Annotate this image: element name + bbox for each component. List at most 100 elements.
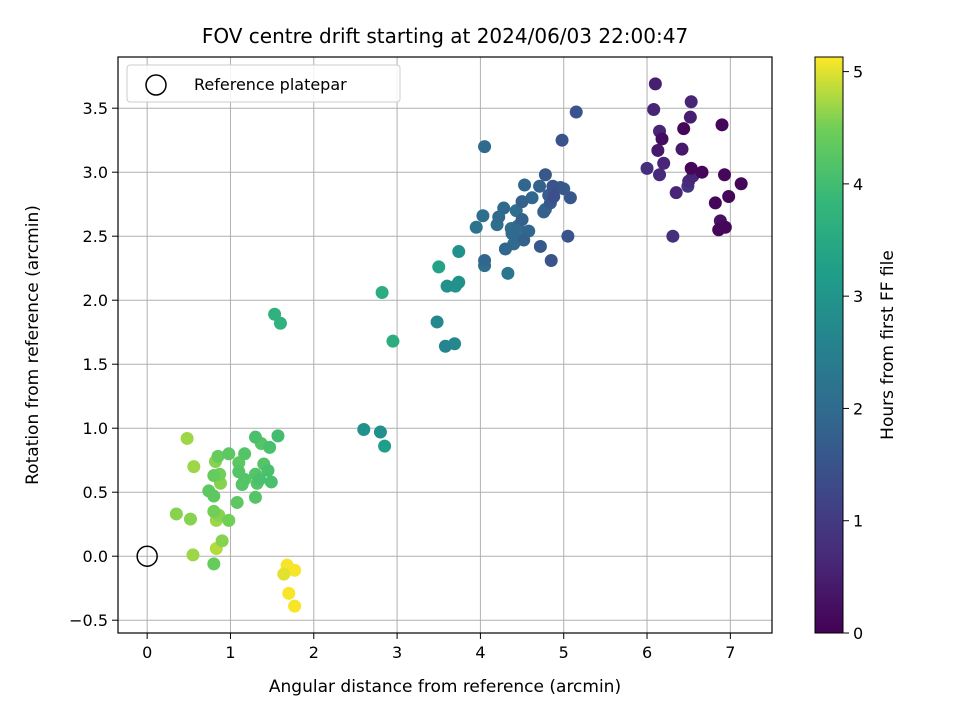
x-axis-label: Angular distance from reference (arcmin)	[269, 677, 621, 697]
data-point	[537, 205, 551, 219]
data-point	[734, 177, 748, 191]
data-point	[546, 179, 560, 193]
y-axis-label: Rotation from reference (arcmin)	[23, 205, 43, 485]
data-point	[440, 279, 454, 293]
data-point	[501, 266, 515, 280]
colorbar: 0 1 2 3 4 5 Hours from first FF file	[814, 56, 898, 643]
data-point	[248, 430, 262, 444]
plot-frame	[117, 56, 773, 634]
data-point	[288, 563, 302, 577]
data-points	[136, 77, 748, 613]
data-point	[169, 507, 183, 521]
data-point	[375, 286, 389, 300]
x-tick-label: 2	[309, 643, 319, 662]
data-point	[253, 472, 267, 486]
colorbar-tick-label: 4	[853, 175, 863, 194]
data-point	[666, 229, 680, 243]
data-point	[222, 513, 236, 527]
data-point	[517, 233, 531, 247]
y-tick-label: −0.5	[69, 611, 108, 630]
y-tick-label: 3.5	[83, 99, 108, 118]
data-point	[525, 191, 539, 205]
data-point	[722, 190, 736, 204]
data-point	[651, 143, 665, 157]
data-point	[708, 196, 722, 210]
data-point	[288, 599, 302, 613]
y-tick-label: 1.5	[83, 355, 108, 374]
data-point	[386, 334, 400, 348]
colorbar-tick-label: 5	[853, 63, 863, 82]
legend-label: Reference platepar	[194, 75, 347, 94]
data-point	[277, 567, 291, 581]
data-point	[261, 463, 275, 477]
x-tick-label: 5	[559, 643, 569, 662]
data-point	[207, 504, 221, 518]
data-point	[271, 429, 285, 443]
data-point	[230, 495, 244, 509]
data-point	[207, 557, 221, 571]
data-point	[186, 548, 200, 562]
data-point	[187, 460, 201, 474]
colorbar-tick-label: 0	[853, 624, 863, 643]
data-point	[476, 209, 490, 223]
x-tick-label: 6	[642, 643, 652, 662]
data-point	[715, 118, 729, 132]
data-point	[640, 161, 654, 175]
data-point	[683, 110, 697, 124]
data-point	[569, 105, 583, 119]
y-tick-label: 1.0	[83, 419, 108, 438]
data-point	[183, 512, 197, 526]
data-point	[657, 156, 671, 170]
data-point	[438, 339, 452, 353]
data-point	[647, 102, 661, 116]
data-point	[452, 275, 466, 289]
data-point	[180, 431, 194, 445]
data-point	[273, 316, 287, 330]
data-point	[533, 179, 547, 193]
colorbar-tick-label: 1	[853, 512, 863, 531]
x-tick-label: 0	[142, 643, 152, 662]
y-tick-label: 2.5	[83, 227, 108, 246]
data-point	[653, 168, 667, 182]
data-point	[263, 440, 277, 454]
data-point	[518, 178, 532, 192]
legend-box	[126, 64, 401, 103]
data-point	[684, 161, 698, 175]
data-point	[215, 534, 229, 548]
y-tick-label: 2.0	[83, 291, 108, 310]
x-axis: 0 1 2 3 4 5 6 7	[142, 633, 735, 662]
colorbar-gradient	[814, 56, 844, 634]
data-point	[248, 490, 262, 504]
data-point	[373, 425, 387, 439]
data-point	[648, 77, 662, 91]
data-point	[515, 213, 529, 227]
data-point	[452, 245, 466, 259]
y-axis: −0.5 0.0 0.5 1.0 1.5 2.0 2.5 3.0 3.5	[69, 99, 118, 630]
data-point	[357, 422, 371, 436]
x-tick-label: 1	[225, 643, 235, 662]
data-point	[492, 210, 506, 224]
data-point	[515, 195, 529, 209]
data-point	[547, 190, 561, 204]
data-point	[478, 140, 492, 154]
grid	[118, 57, 772, 633]
colorbar-ticks: 0 1 2 3 4 5	[843, 63, 863, 643]
data-point	[207, 489, 221, 503]
data-point	[533, 239, 547, 253]
y-tick-label: 0.5	[83, 483, 108, 502]
data-point	[684, 95, 698, 109]
data-point	[505, 227, 519, 241]
data-point	[563, 191, 577, 205]
data-point	[207, 469, 221, 483]
x-tick-label: 3	[392, 643, 402, 662]
data-point	[478, 254, 492, 268]
x-tick-label: 4	[475, 643, 485, 662]
colorbar-tick-label: 2	[853, 399, 863, 418]
data-point	[235, 478, 249, 492]
data-point	[555, 133, 569, 147]
data-point	[238, 447, 252, 461]
data-point	[561, 229, 575, 243]
data-point	[677, 122, 691, 136]
x-tick-label: 7	[725, 643, 735, 662]
